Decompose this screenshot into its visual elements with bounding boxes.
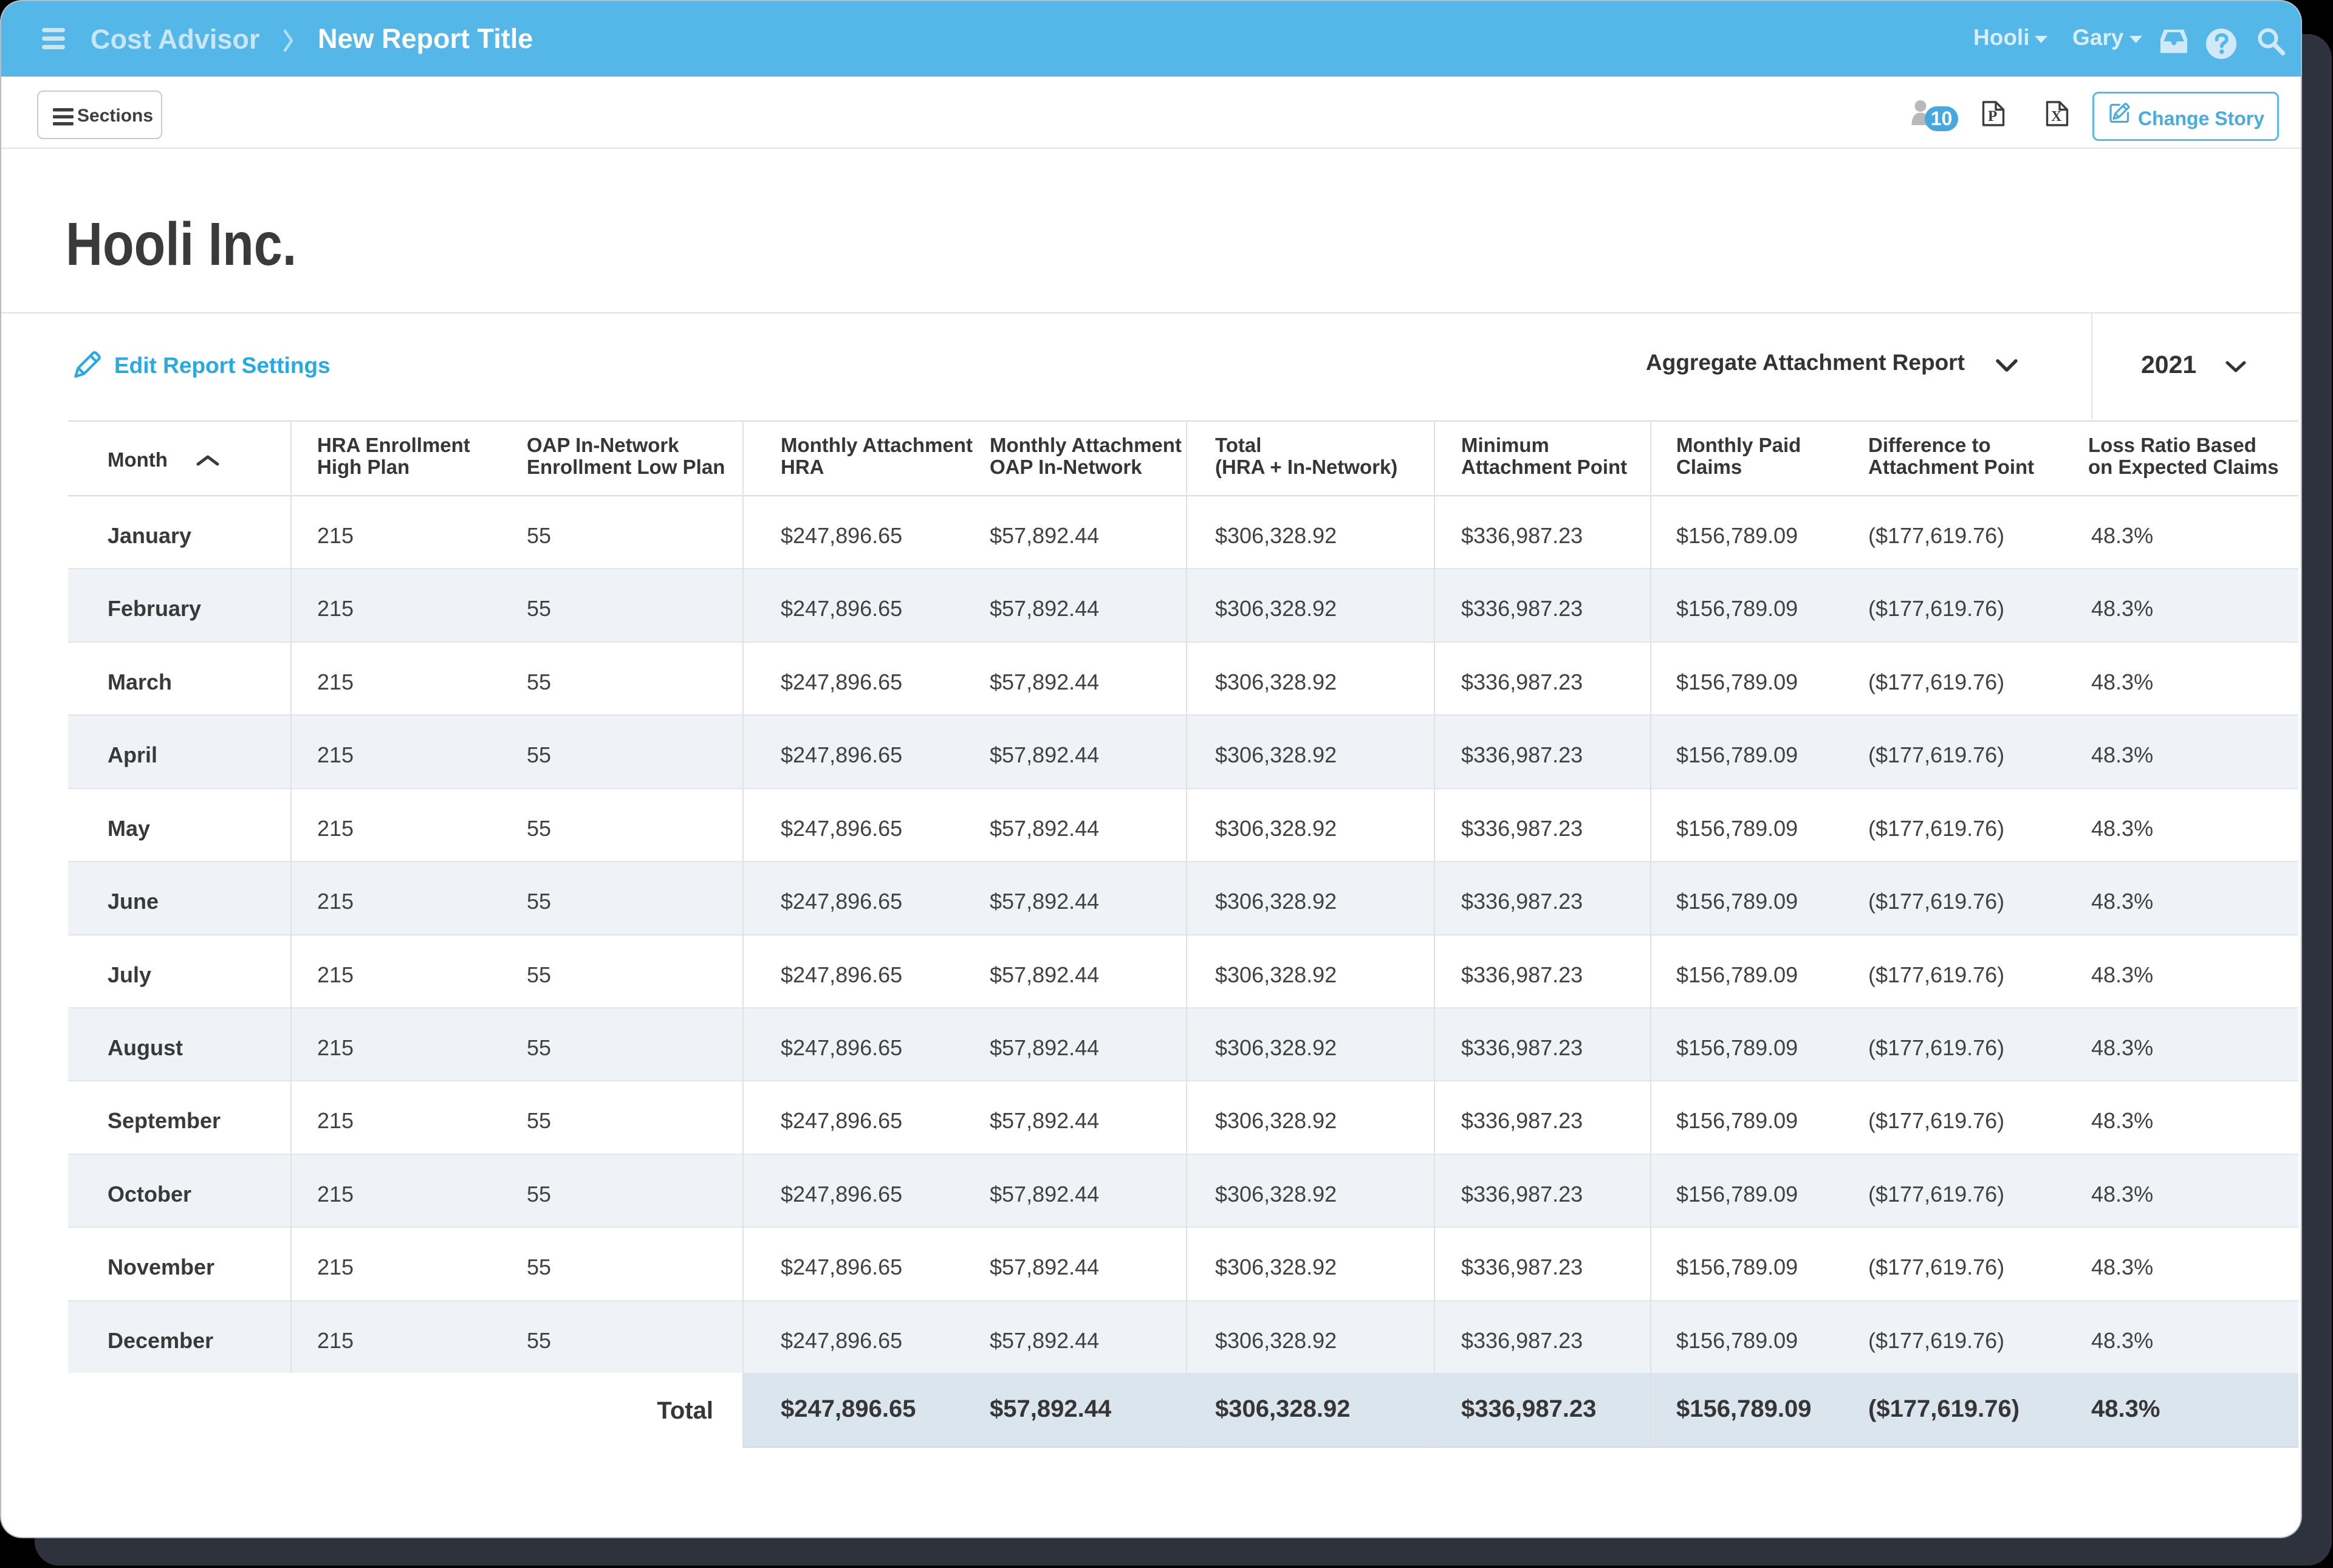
svg-text:P: P (1988, 108, 1997, 125)
svg-text:X: X (2051, 109, 2062, 125)
